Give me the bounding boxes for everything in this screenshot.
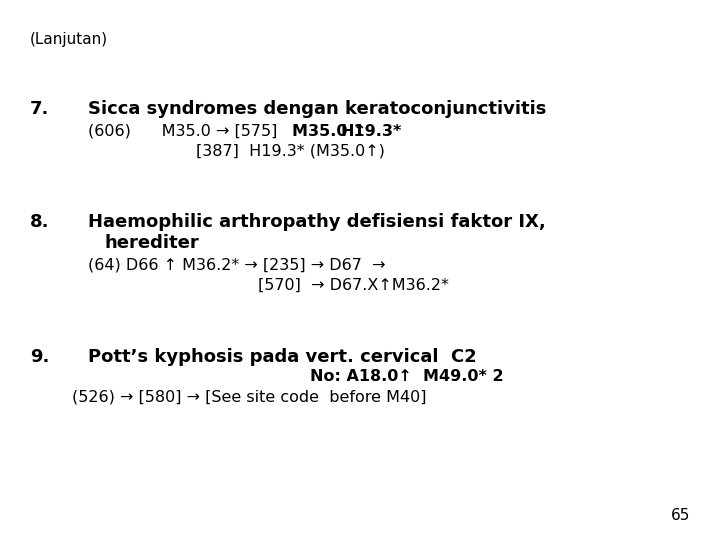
Text: 8.: 8. [30,213,50,231]
Text: 9.: 9. [30,348,50,366]
Text: M35.0 ↑: M35.0 ↑ [292,124,366,139]
Text: (526) → [580] → [See site code  before M40]: (526) → [580] → [See site code before M4… [72,390,426,405]
Text: [570]  → D67.X↑M36.2*: [570] → D67.X↑M36.2* [258,278,449,293]
Text: No: A18.0↑  M49.0* 2: No: A18.0↑ M49.0* 2 [310,369,503,384]
Text: (606)      M35.0 → [575]: (606) M35.0 → [575] [88,124,287,139]
Text: 7.: 7. [30,100,50,118]
Text: H19.3*: H19.3* [340,124,401,139]
Text: 65: 65 [670,508,690,523]
Text: Pott’s kyphosis pada vert. cervical  C2: Pott’s kyphosis pada vert. cervical C2 [88,348,477,366]
Text: Sicca syndromes dengan keratoconjunctivitis: Sicca syndromes dengan keratoconjunctivi… [88,100,546,118]
Text: Haemophilic arthropathy defisiensi faktor IX,: Haemophilic arthropathy defisiensi fakto… [88,213,546,231]
Text: (64) D66 ↑ M36.2* → [235] → D67  →: (64) D66 ↑ M36.2* → [235] → D67 → [88,258,385,273]
Text: [387]  H19.3* (M35.0↑): [387] H19.3* (M35.0↑) [196,143,385,158]
Text: herediter: herediter [104,234,199,252]
Text: (Lanjutan): (Lanjutan) [30,32,108,47]
